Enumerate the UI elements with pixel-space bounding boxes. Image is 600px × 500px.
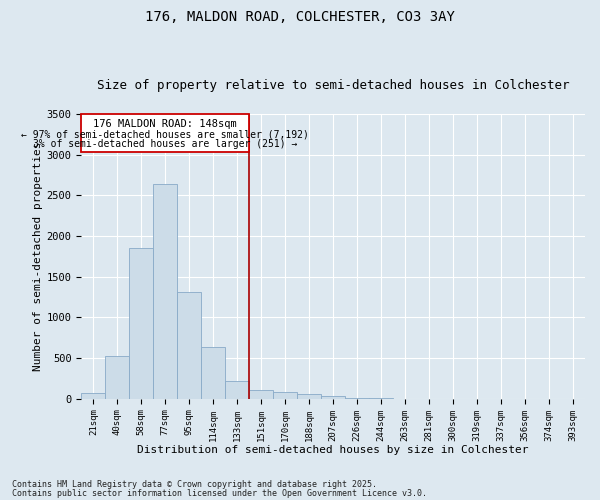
Bar (154, 184, 178, 399)
Y-axis label: Number of semi-detached properties: Number of semi-detached properties (32, 142, 43, 371)
Bar (345, 398, 369, 399)
Text: 3% of semi-detached houses are larger (251) →: 3% of semi-detached houses are larger (2… (33, 139, 298, 149)
FancyBboxPatch shape (82, 114, 249, 152)
Bar (106, 356, 130, 399)
Bar (178, 292, 202, 399)
Bar (130, 248, 154, 399)
Bar (226, 381, 249, 399)
Bar (202, 347, 226, 399)
Bar (273, 392, 297, 399)
Text: Contains public sector information licensed under the Open Government Licence v3: Contains public sector information licen… (12, 488, 427, 498)
Title: Size of property relative to semi-detached houses in Colchester: Size of property relative to semi-detach… (97, 79, 569, 92)
X-axis label: Distribution of semi-detached houses by size in Colchester: Distribution of semi-detached houses by … (137, 445, 529, 455)
Text: 176 MALDON ROAD: 148sqm: 176 MALDON ROAD: 148sqm (94, 119, 237, 129)
Text: 176, MALDON ROAD, COLCHESTER, CO3 3AY: 176, MALDON ROAD, COLCHESTER, CO3 3AY (145, 10, 455, 24)
Bar (321, 396, 345, 399)
Bar (249, 390, 273, 399)
Bar (297, 394, 321, 399)
Bar (82, 393, 106, 399)
Text: Contains HM Land Registry data © Crown copyright and database right 2025.: Contains HM Land Registry data © Crown c… (12, 480, 377, 489)
Text: ← 97% of semi-detached houses are smaller (7,192): ← 97% of semi-detached houses are smalle… (22, 129, 310, 139)
